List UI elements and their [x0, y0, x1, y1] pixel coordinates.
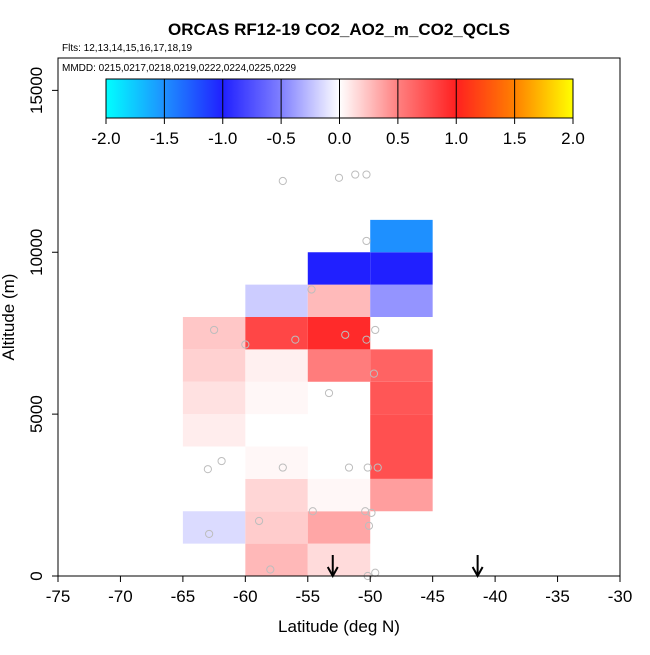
- heatmap-cell: [307, 478, 371, 512]
- sample-point: [278, 463, 287, 472]
- sample-point: [362, 236, 371, 246]
- sample-point: [278, 176, 287, 186]
- sample-point: [203, 465, 212, 474]
- sample-point: [362, 170, 371, 179]
- x-tick-label: -75: [46, 587, 71, 606]
- sample-point: [210, 325, 219, 335]
- dates-text: MMDD: 0215,0217,0218,0219,0222,0224,0225…: [62, 63, 297, 74]
- heatmap-cell: [245, 478, 308, 512]
- sample-point: [308, 507, 317, 516]
- heatmap-cell: [370, 478, 433, 512]
- colorbar-tick-label: 0.5: [386, 129, 410, 148]
- heatmap-cell: [245, 284, 308, 317]
- colorbar: [105, 78, 574, 119]
- sample-point: [344, 463, 354, 472]
- chart-title: ORCAS RF12-19 CO2_AO2_m_CO2_QCLS: [168, 20, 510, 39]
- heatmap-cell: [307, 317, 371, 350]
- colorbar-tick-label: -0.5: [266, 129, 295, 148]
- x-tick-label: -30: [608, 587, 633, 606]
- heatmap-cell: [370, 381, 433, 415]
- heatmap-cell: [245, 381, 308, 415]
- colorbar-tick-label: 2.0: [561, 129, 585, 148]
- x-tick-label: -70: [108, 587, 133, 606]
- x-tick-label: -45: [420, 587, 445, 606]
- sample-point: [341, 330, 350, 339]
- y-tick-label: 15000: [27, 67, 46, 114]
- heatmap-cell: [307, 511, 371, 544]
- heatmap-cell: [307, 349, 371, 382]
- heatmap-cell: [182, 511, 246, 544]
- sample-point: [371, 568, 380, 577]
- heatmap-cells: [182, 219, 433, 576]
- heatmap-cell: [182, 381, 246, 415]
- x-tick-label: -55: [295, 587, 320, 606]
- flights-text: Flts: 12,13,14,15,16,17,18,19: [62, 43, 193, 54]
- arrow-marker: [471, 555, 484, 579]
- y-tick-label: 0: [27, 571, 46, 580]
- sample-point: [254, 516, 264, 526]
- heatmap-cell: [307, 284, 371, 317]
- heatmap-cell: [370, 446, 433, 479]
- heatmap-cell: [245, 446, 308, 479]
- sample-point: [307, 285, 316, 294]
- sample-point: [363, 463, 372, 472]
- heatmap-cell: [307, 543, 371, 576]
- colorbar-tick-label: -2.0: [91, 129, 120, 148]
- heatmap-cell: [182, 414, 246, 447]
- x-tick-label: -60: [233, 587, 258, 606]
- y-tick-label: 10000: [27, 229, 46, 276]
- x-axis: -75 -70 -65 -60 -55 -50 -45 -40 -35 -30: [46, 575, 633, 606]
- sample-point: [371, 325, 380, 335]
- colorbar-tick-label: 1.5: [503, 129, 527, 148]
- colorbar-tick-label: -1.5: [150, 129, 179, 148]
- sample-point: [334, 173, 344, 182]
- x-tick-label: -65: [171, 587, 196, 606]
- heatmap-cell: [245, 349, 308, 382]
- x-axis-label: Latitude (deg N): [278, 617, 400, 636]
- sample-point: [205, 529, 214, 539]
- heatmap-cell: [245, 543, 308, 576]
- sample-point: [369, 369, 379, 378]
- colorbar-tick-label: -1.0: [208, 129, 237, 148]
- heatmap-cell: [245, 511, 308, 544]
- sample-points: [203, 170, 382, 581]
- sample-point: [266, 565, 275, 574]
- x-tick-label: -50: [358, 587, 383, 606]
- heatmap-cell: [370, 349, 433, 382]
- heatmap-cell: [245, 317, 308, 350]
- sample-point: [373, 463, 382, 472]
- sample-point: [351, 170, 360, 179]
- sample-point: [367, 508, 376, 517]
- sample-point: [217, 456, 226, 466]
- colorbar-tick-label: 1.0: [444, 129, 468, 148]
- sample-point: [362, 335, 371, 344]
- sample-point: [324, 388, 334, 398]
- y-tick-label: 5000: [27, 395, 46, 433]
- heatmap-cell: [370, 284, 433, 317]
- sample-point: [241, 340, 250, 349]
- heatmap-cell: [370, 219, 433, 253]
- x-tick-label: -35: [545, 587, 570, 606]
- colorbar-tick-label: 0.0: [328, 129, 352, 148]
- heatmap-cell: [370, 252, 433, 285]
- x-tick-label: -40: [483, 587, 508, 606]
- sample-point: [291, 335, 300, 344]
- y-axis-label: Altitude (m): [0, 274, 18, 361]
- heatmap-cell: [307, 252, 371, 285]
- y-axis: 0 5000 10000 15000: [27, 58, 59, 581]
- sample-point: [364, 521, 374, 530]
- heatmap-cell: [182, 349, 246, 382]
- sample-point: [361, 507, 370, 516]
- colorbar-ticks: -2.0 -1.5 -1.0 -0.5 0.0 0.5 1.0 1.5 2.0: [91, 118, 585, 148]
- heatmap-cell: [370, 414, 433, 447]
